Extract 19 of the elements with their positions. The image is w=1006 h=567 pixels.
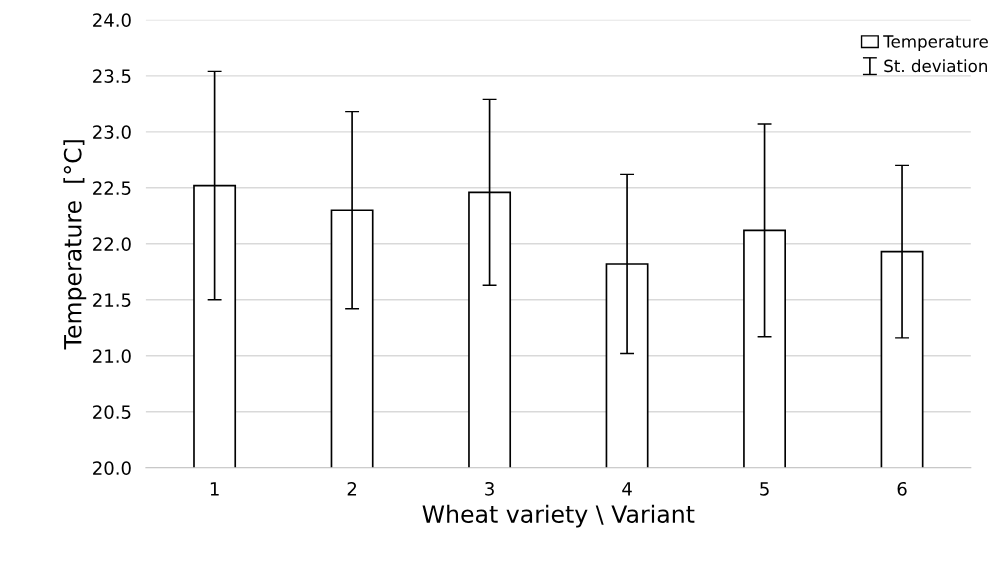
x-tick-label: 5 (760, 482, 769, 496)
y-axis-title: Temperature [°C] (63, 140, 87, 350)
y-tick-label: 20.5 (93, 405, 131, 419)
y-tick-label: 22.5 (93, 181, 131, 195)
y-tick-label: 24.0 (93, 13, 131, 27)
x-tick-label: 4 (622, 482, 632, 496)
y-tick-label: 21.5 (93, 293, 131, 307)
x-tick-label: 6 (897, 481, 907, 496)
y-tick-label: 23.0 (93, 125, 131, 139)
x-tick-label: 1 (210, 482, 219, 496)
y-tick-label: 22.0 (93, 237, 131, 251)
x-tick-label: 3 (485, 481, 494, 496)
x-axis-title: Wheat variety \ Variant (422, 504, 695, 528)
annotation: St. deviation (884, 59, 987, 73)
legend-label: Temperature (883, 35, 988, 51)
y-tick-label: 23.5 (93, 69, 131, 83)
y-tick-label: 21.0 (93, 349, 131, 363)
x-tick-label: 2 (347, 481, 357, 496)
y-tick-label: 20.0 (93, 461, 131, 475)
